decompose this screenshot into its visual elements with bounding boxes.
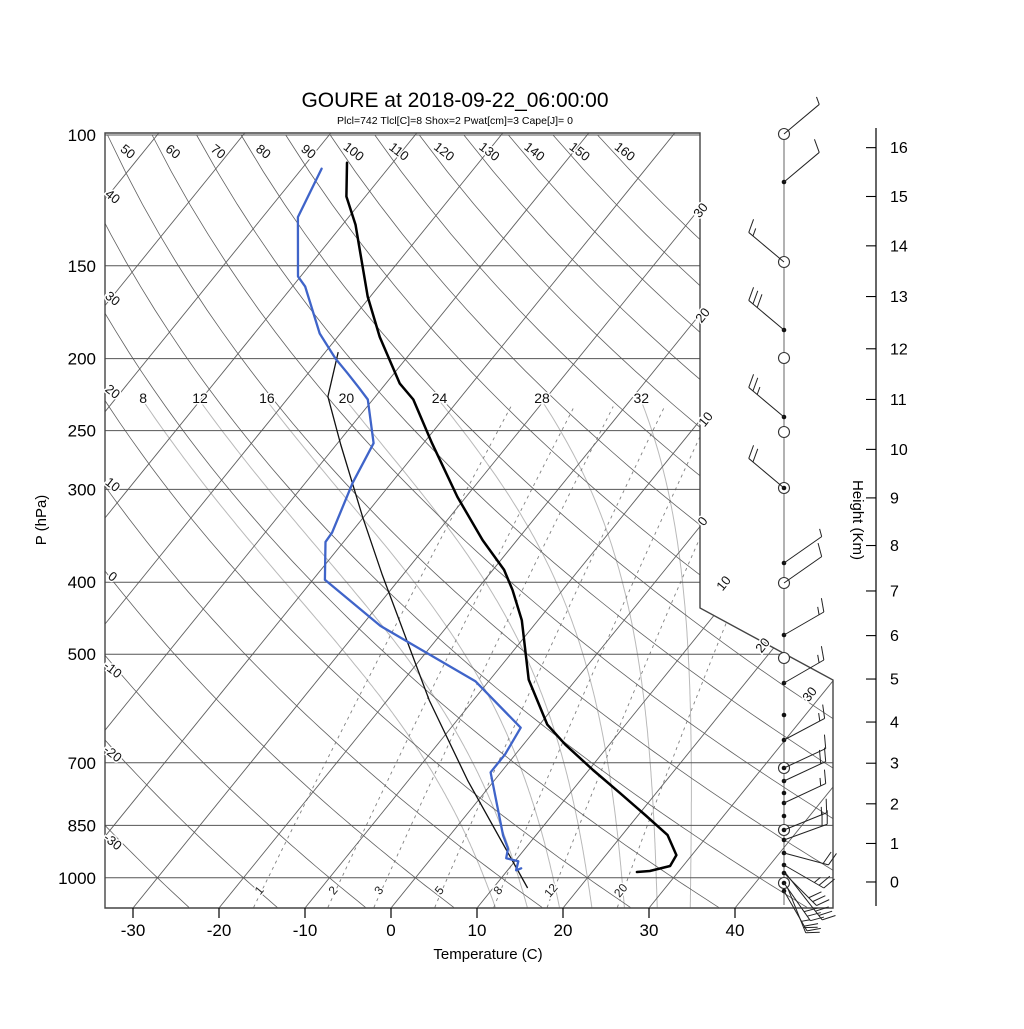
- svg-text:13: 13: [890, 289, 908, 306]
- svg-text:150: 150: [567, 139, 593, 164]
- svg-text:30: 30: [640, 921, 659, 940]
- plot-frame: [105, 133, 833, 908]
- chart-title: GOURE at 2018-09-22_06:00:00: [301, 89, 608, 112]
- svg-text:5: 5: [890, 672, 899, 689]
- y-axis-title-pressure: P (hPa): [33, 495, 50, 546]
- svg-text:80: 80: [253, 141, 274, 162]
- svg-text:20: 20: [339, 390, 355, 406]
- svg-text:8: 8: [139, 390, 147, 406]
- svg-text:-20: -20: [207, 921, 232, 940]
- svg-text:28: 28: [534, 390, 550, 406]
- svg-text:400: 400: [68, 573, 96, 592]
- svg-text:16: 16: [259, 390, 275, 406]
- svg-text:5: 5: [432, 883, 447, 897]
- svg-text:160: 160: [612, 139, 638, 164]
- svg-text:11: 11: [890, 392, 907, 409]
- grid-pressure-lines: [105, 135, 833, 878]
- svg-text:1: 1: [252, 883, 267, 897]
- svg-text:70: 70: [208, 141, 229, 162]
- svg-text:12: 12: [192, 390, 208, 406]
- dewpoint-curve: [298, 169, 521, 871]
- svg-text:10: 10: [695, 409, 716, 430]
- svg-text:1000: 1000: [58, 869, 96, 888]
- axes: 1001502002503004005007008501000-30-20-10…: [58, 126, 908, 940]
- svg-text:15: 15: [890, 189, 908, 206]
- svg-text:2: 2: [890, 796, 899, 813]
- x-axis-title: Temperature (C): [433, 946, 542, 963]
- svg-text:20: 20: [611, 881, 631, 900]
- svg-text:16: 16: [890, 140, 908, 157]
- svg-text:4: 4: [890, 715, 899, 732]
- svg-text:850: 850: [68, 816, 96, 835]
- svg-text:100: 100: [68, 126, 96, 145]
- svg-text:40: 40: [726, 921, 745, 940]
- svg-text:1: 1: [890, 836, 899, 853]
- svg-text:3: 3: [371, 883, 386, 897]
- grid-dry-adiabats: [0, 135, 1024, 907]
- svg-text:32: 32: [634, 390, 650, 406]
- svg-text:20: 20: [692, 305, 713, 326]
- svg-text:700: 700: [68, 754, 96, 773]
- svg-text:-10: -10: [293, 921, 318, 940]
- svg-text:110: 110: [386, 139, 412, 164]
- svg-text:24: 24: [432, 390, 448, 406]
- chart-subtitle: Plcl=742 Tlcl[C]=8 Shox=2 Pwat[cm]=3 Cap…: [337, 115, 573, 127]
- svg-text:140: 140: [521, 139, 547, 164]
- svg-text:6: 6: [890, 628, 899, 645]
- svg-text:500: 500: [68, 645, 96, 664]
- svg-text:30: 30: [690, 200, 711, 221]
- svg-text:10: 10: [713, 573, 734, 594]
- svg-text:12: 12: [541, 881, 561, 900]
- svg-text:150: 150: [68, 257, 96, 276]
- svg-text:10: 10: [890, 442, 908, 459]
- y-axis-title-height: Height (Km): [849, 480, 866, 560]
- svg-text:0: 0: [386, 921, 395, 940]
- svg-text:-30: -30: [121, 921, 146, 940]
- temperature-layer: [346, 163, 676, 872]
- svg-text:50: 50: [118, 141, 139, 162]
- svg-text:200: 200: [68, 350, 96, 369]
- svg-text:120: 120: [431, 139, 457, 164]
- svg-text:10: 10: [468, 921, 487, 940]
- svg-text:300: 300: [68, 480, 96, 499]
- svg-text:12: 12: [890, 341, 908, 358]
- svg-text:0: 0: [890, 874, 899, 891]
- svg-text:9: 9: [890, 490, 899, 507]
- grid-mixing-ratio-lines: [254, 407, 818, 908]
- dewpoint-layer: [298, 169, 521, 871]
- svg-text:8: 8: [490, 883, 505, 897]
- svg-text:14: 14: [890, 238, 908, 255]
- svg-text:250: 250: [68, 422, 96, 441]
- temperature-curve: [346, 163, 676, 872]
- svg-text:0: 0: [694, 514, 710, 529]
- wind-barbs: [749, 97, 837, 933]
- svg-text:20: 20: [554, 921, 573, 940]
- svg-text:7: 7: [890, 583, 899, 600]
- svg-text:3: 3: [890, 756, 899, 773]
- svg-text:8: 8: [890, 538, 899, 555]
- svg-text:60: 60: [163, 141, 184, 162]
- svg-text:100: 100: [341, 139, 367, 164]
